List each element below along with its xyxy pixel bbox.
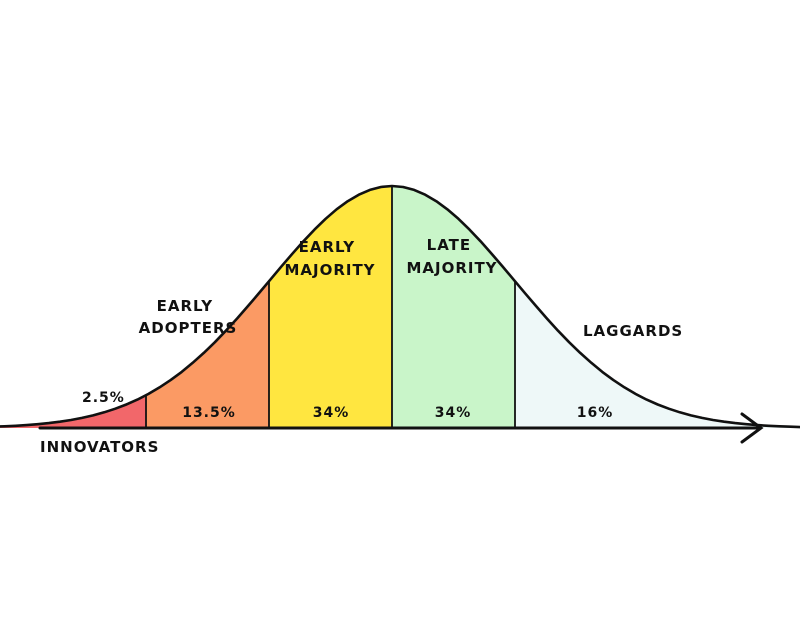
innovators-label: INNOVATORS: [40, 438, 159, 456]
early-adopters-percent: 13.5%: [182, 405, 236, 421]
early-majority-label: EARLY MAJORITY: [284, 238, 375, 279]
laggards-label: LAGGARDS: [583, 322, 683, 340]
innovators-percent: 2.5%: [82, 390, 125, 406]
x-axis-arrow: [38, 412, 764, 444]
segment-dividers: [145, 186, 516, 428]
late-majority-label: LATE MAJORITY: [406, 236, 497, 277]
early-adopters-label: EARLY ADOPTERS: [139, 297, 238, 337]
early-majority-segment: [269, 186, 392, 428]
late-majority-percent: 34%: [435, 405, 472, 421]
innovators-segment: [0, 395, 146, 428]
early-majority-percent: 34%: [313, 405, 350, 421]
laggards-segment: [515, 281, 800, 428]
laggards-percent: 16%: [577, 405, 614, 421]
late-majority-segment: [392, 186, 515, 428]
bell-curve-outline: [0, 184, 800, 429]
